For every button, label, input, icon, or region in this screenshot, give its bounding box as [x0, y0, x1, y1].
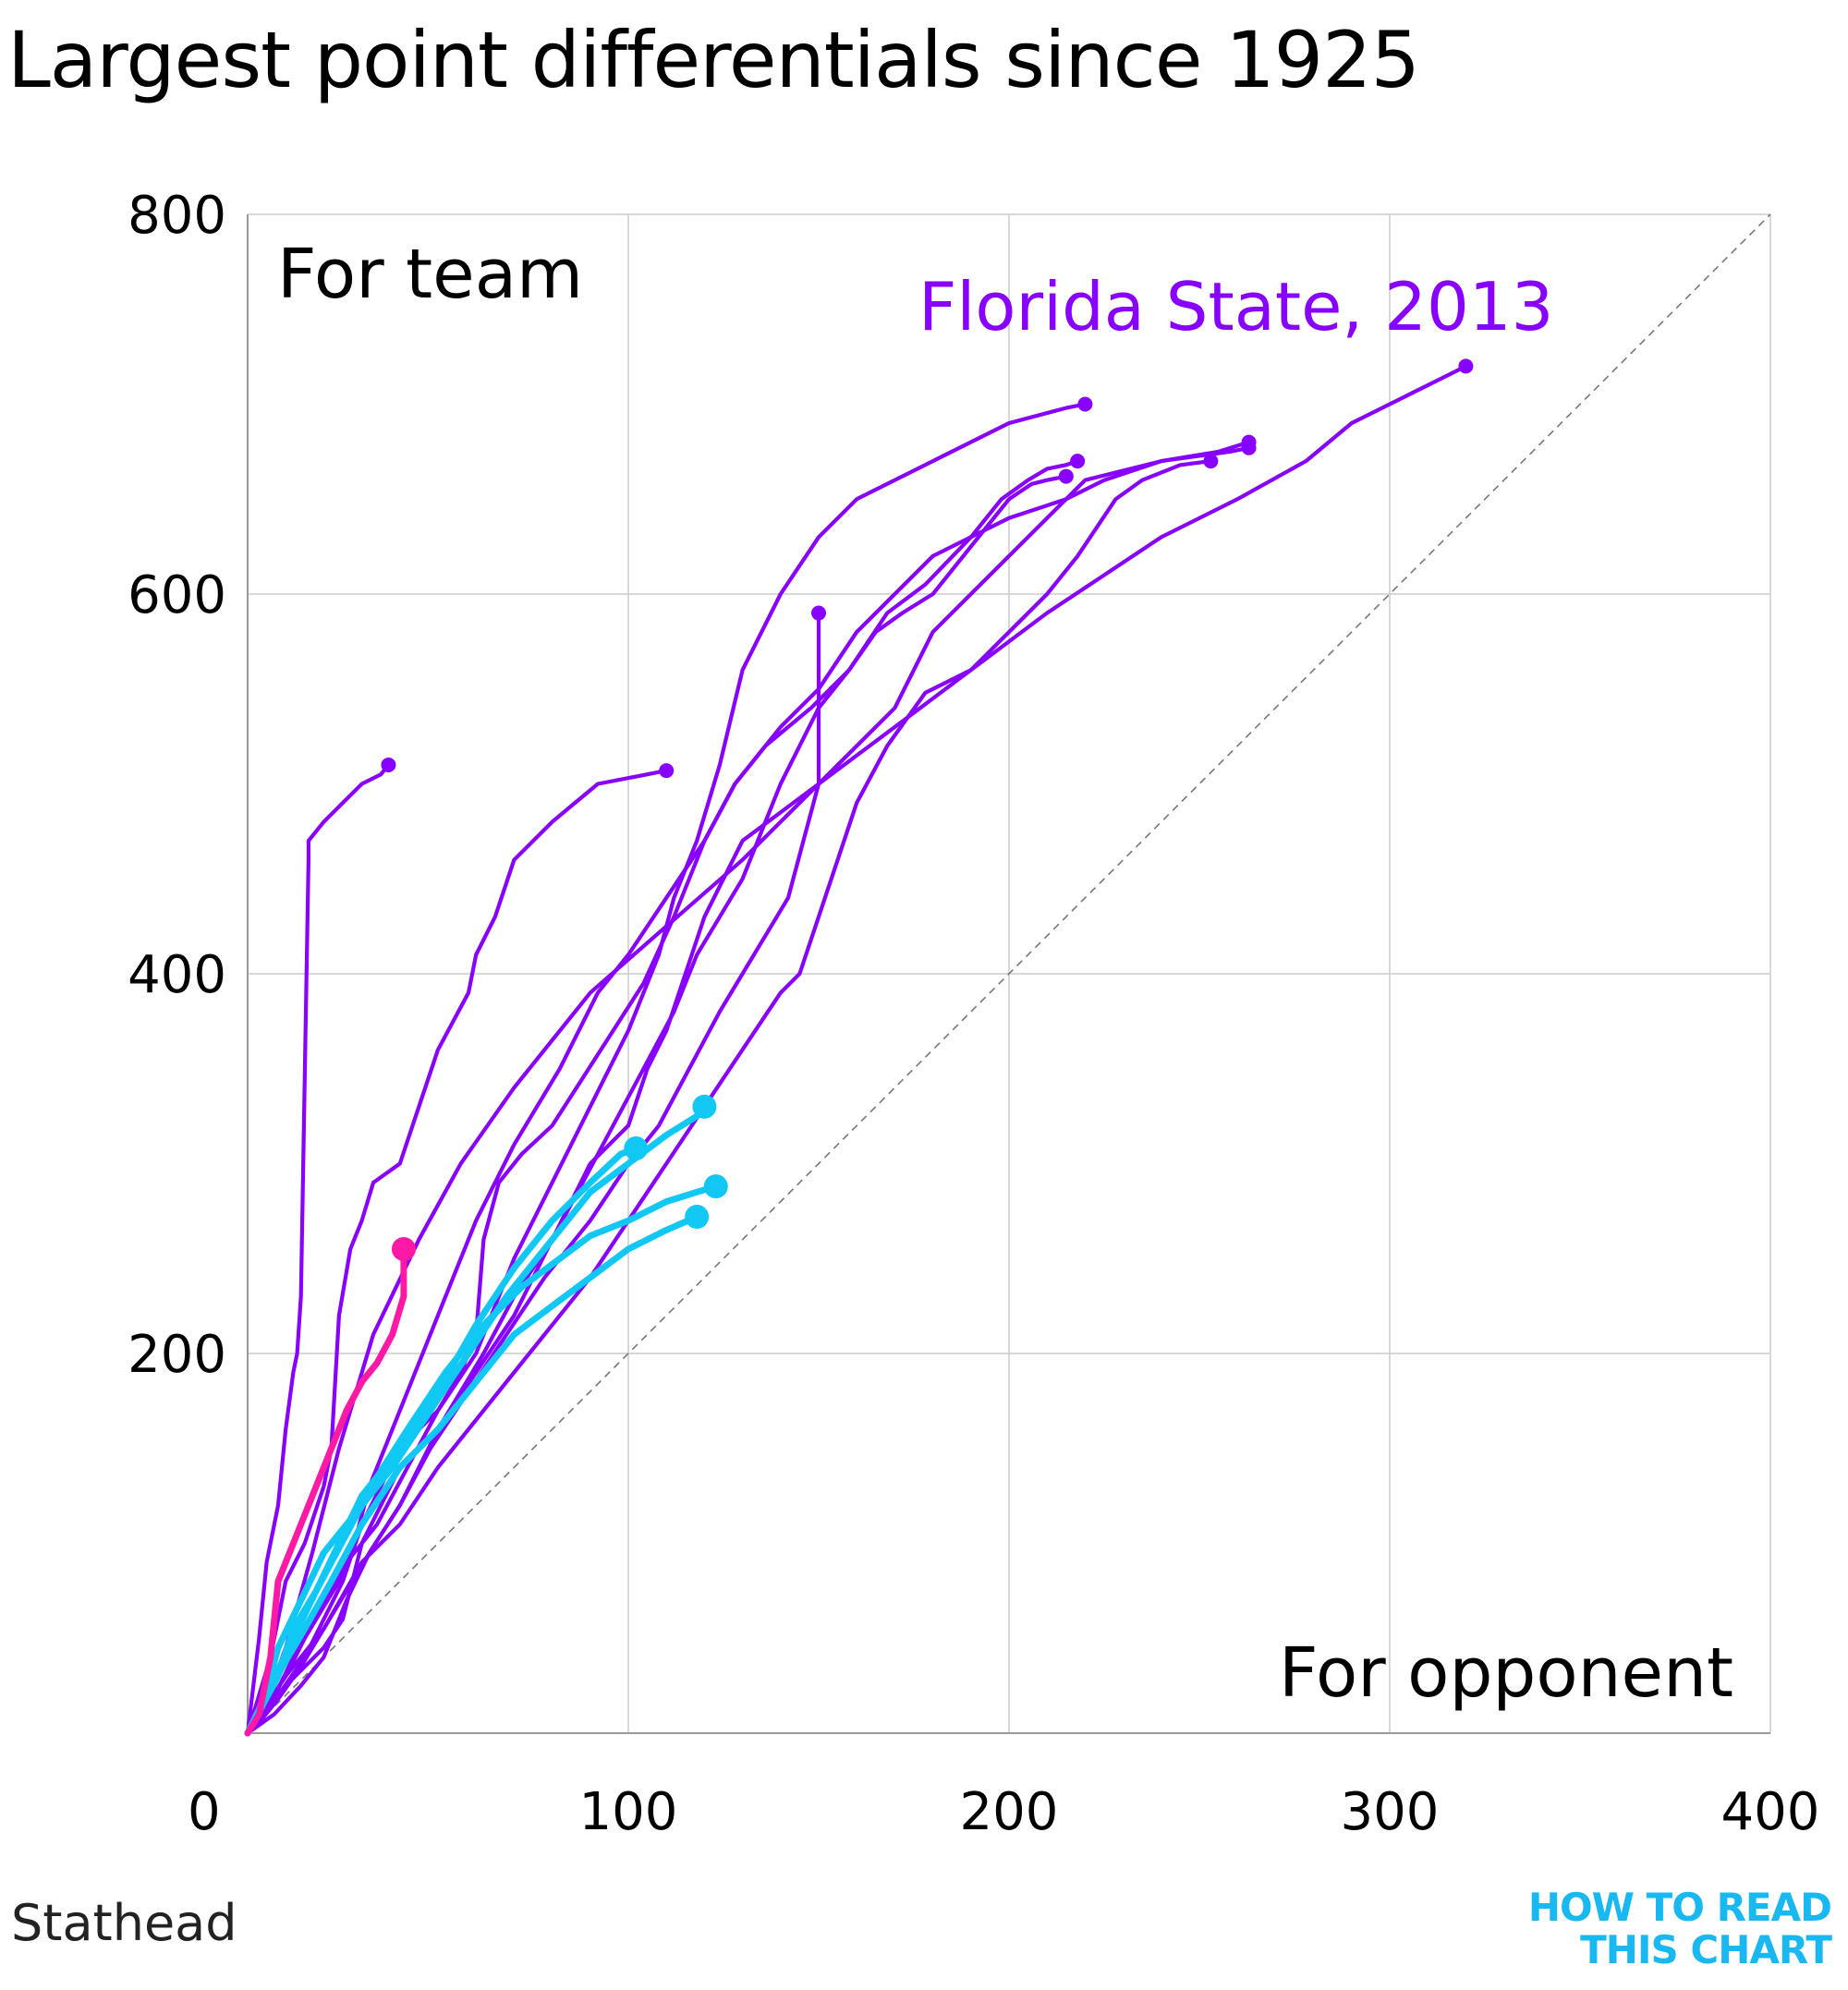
- series-endpoint-1: [381, 757, 396, 772]
- tick-labels: 0 100 200 300 400 200 400 600 800: [128, 186, 1819, 1842]
- highlighted-line-2: [244, 1213, 700, 1737]
- highlighted-series-lines: [244, 1094, 728, 1737]
- y-tick-label-400: 400: [128, 945, 226, 1005]
- x-tick-label-300: 300: [1341, 1782, 1440, 1842]
- y-tick-label-600: 600: [128, 565, 226, 625]
- x-tick-label-400: 400: [1721, 1782, 1820, 1842]
- brand-line-2: THIS CHART: [1580, 1927, 1832, 1972]
- y-axis-corner-label: For team: [277, 235, 583, 314]
- series-endpoint-6: [1203, 454, 1219, 469]
- series-line-1: [245, 762, 391, 1736]
- chart-title: Largest point differentials since 1925: [7, 15, 1420, 105]
- series-line-4: [245, 402, 1088, 1736]
- brand-line-1: HOW TO READ: [1527, 1885, 1832, 1930]
- series-lines: [245, 358, 1474, 1736]
- series-endpoint-2: [659, 763, 675, 779]
- highlighted-endpoint-2: [685, 1205, 710, 1230]
- series-line-0: [245, 364, 1468, 1736]
- y-tick-label-200: 200: [128, 1325, 226, 1385]
- florida-state-annotation: Florida State, 2013: [918, 268, 1553, 346]
- series-endpoint-7: [811, 605, 826, 621]
- series-line-8: [245, 459, 1080, 1736]
- highlighted-line-3: [244, 1183, 720, 1737]
- source-credit: Stathead: [11, 1894, 237, 1952]
- x-axis-corner-label: For opponent: [1279, 1633, 1733, 1713]
- series-line-5: [245, 445, 1251, 1736]
- highlighted-line-4: [244, 1245, 407, 1737]
- series-line-7: [245, 611, 821, 1736]
- brand-logo: HOW TO READ THIS CHART: [1527, 1885, 1832, 1972]
- diagonal-line: [247, 213, 1771, 1734]
- series-endpoint-5: [1241, 440, 1257, 455]
- series-endpoint-8: [1070, 454, 1086, 469]
- series-endpoint-9: [1058, 468, 1074, 484]
- series-line-6: [245, 459, 1213, 1736]
- series-endpoint-4: [1077, 396, 1093, 412]
- highlighted-endpoint-1: [624, 1136, 649, 1161]
- x-tick-label-100: 100: [579, 1782, 678, 1842]
- diagonal-reference: [247, 213, 1771, 1734]
- highlighted-endpoint-4: [391, 1236, 416, 1261]
- x-tick-label-200: 200: [960, 1782, 1059, 1842]
- series-line-3: [245, 440, 1251, 1736]
- series-line-9: [245, 474, 1068, 1736]
- highlighted-endpoint-3: [703, 1174, 728, 1199]
- series-endpoint-0: [1458, 358, 1474, 374]
- highlighted-endpoint-0: [692, 1094, 717, 1119]
- series-line-2: [245, 769, 669, 1736]
- y-tick-label-800: 800: [128, 186, 226, 246]
- x-tick-label-0: 0: [188, 1782, 221, 1842]
